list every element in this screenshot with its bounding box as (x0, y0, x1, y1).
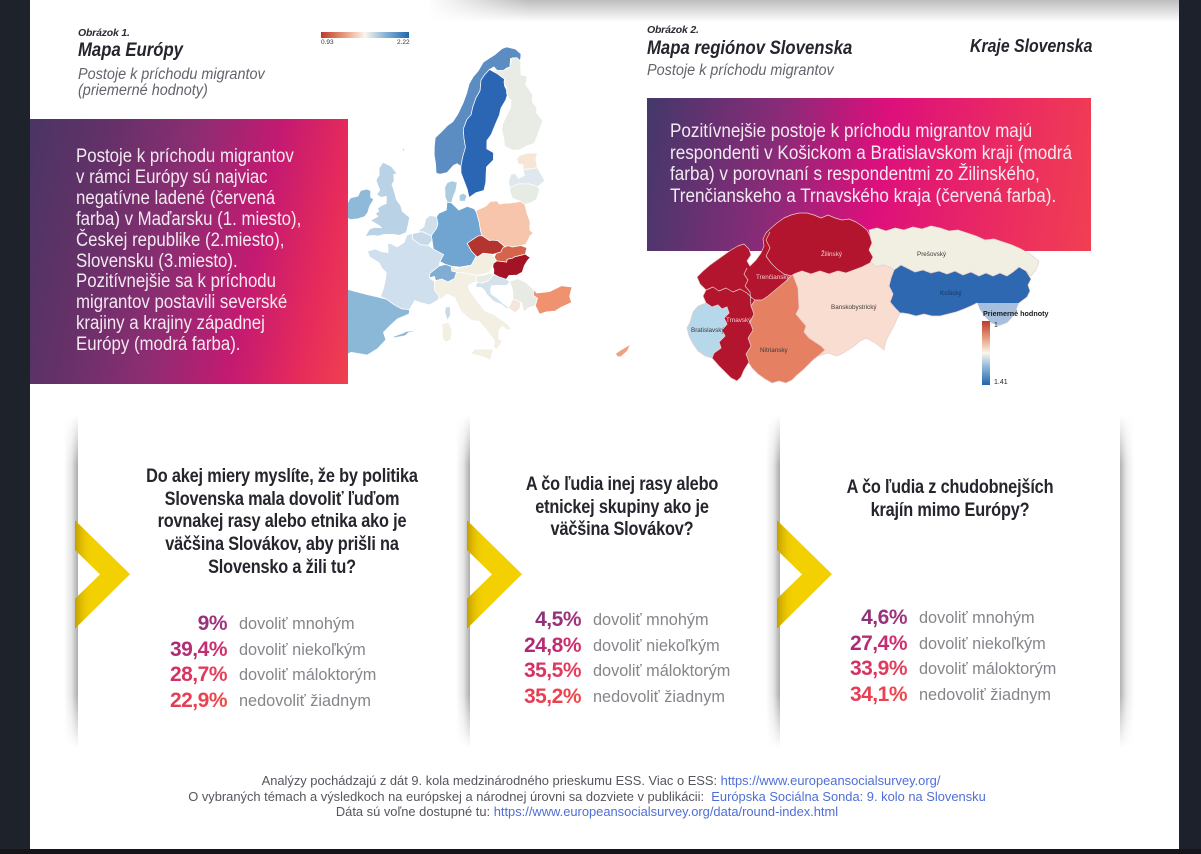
svg-text:Nitriansky: Nitriansky (760, 347, 788, 354)
svg-text:Banskobystrický: Banskobystrický (831, 304, 877, 311)
svg-text:Bratislavský: Bratislavský (691, 327, 725, 334)
svg-text:1.41: 1.41 (994, 379, 1008, 386)
svg-text:Trenčiansky: Trenčiansky (756, 274, 791, 281)
svg-text:1: 1 (994, 322, 998, 329)
svg-text:Trnavský: Trnavský (726, 317, 752, 324)
svg-text:Prešovský: Prešovský (917, 251, 947, 258)
svg-text:Priemerné hodnoty: Priemerné hodnoty (983, 309, 1049, 318)
svg-text:Košický: Košický (940, 290, 963, 297)
svg-text:Žilinský: Žilinský (821, 249, 843, 258)
